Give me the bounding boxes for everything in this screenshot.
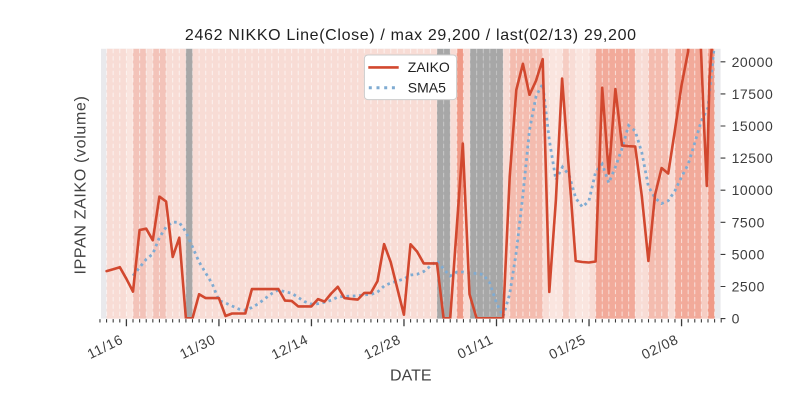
svg-text:ZAIKO: ZAIKO — [408, 59, 450, 75]
svg-text:SMA5: SMA5 — [408, 79, 446, 95]
svg-text:2462 NIKKO Line(Close) / max 2: 2462 NIKKO Line(Close) / max 29,200 / la… — [185, 27, 637, 44]
svg-text:0: 0 — [732, 311, 740, 327]
svg-text:2500: 2500 — [732, 279, 765, 295]
svg-text:IPPAN ZAIKO (volume): IPPAN ZAIKO (volume) — [73, 96, 90, 275]
svg-text:DATE: DATE — [390, 368, 431, 385]
svg-text:5000: 5000 — [732, 246, 765, 262]
svg-text:10000: 10000 — [732, 182, 774, 198]
svg-text:20000: 20000 — [732, 54, 774, 70]
svg-text:15000: 15000 — [732, 118, 774, 134]
svg-text:7500: 7500 — [732, 214, 765, 230]
svg-text:17500: 17500 — [732, 86, 774, 102]
svg-text:12500: 12500 — [732, 150, 774, 166]
